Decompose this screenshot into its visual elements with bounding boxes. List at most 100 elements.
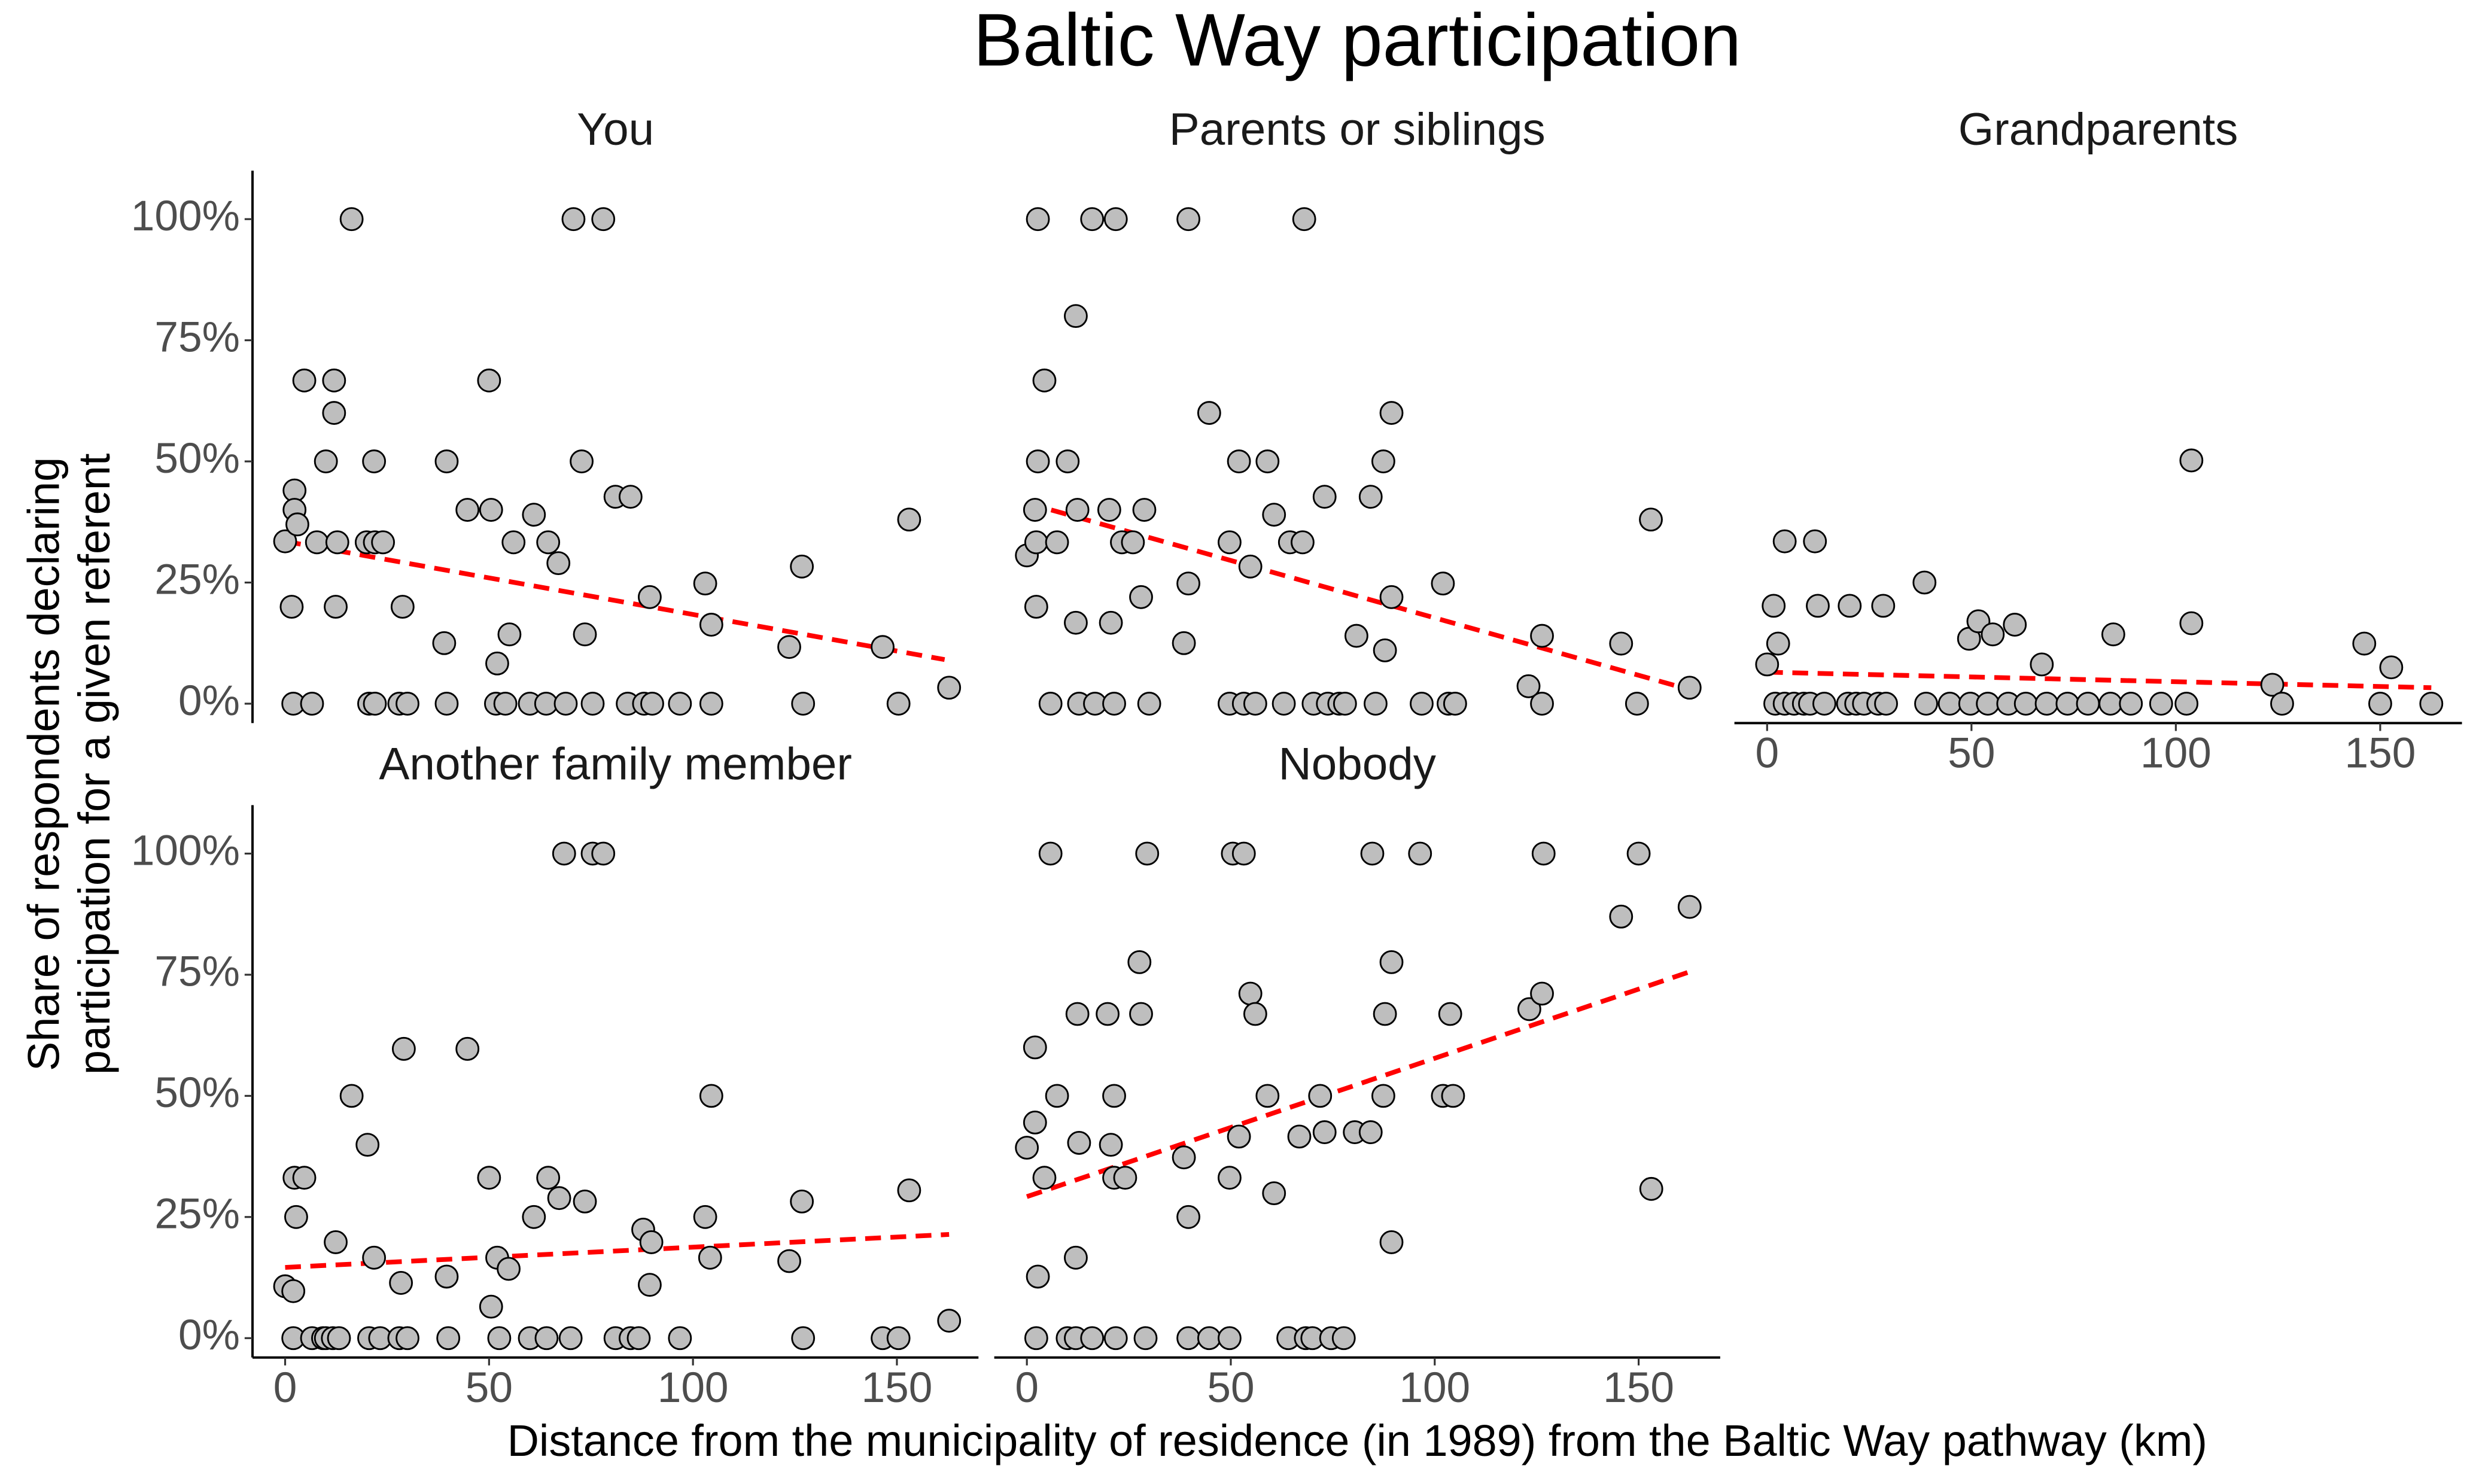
point xyxy=(637,585,662,609)
y-tick-label: 50% xyxy=(154,1069,240,1117)
point xyxy=(363,692,387,716)
point xyxy=(777,635,801,659)
y-axis-label: Share of respondents declaring xyxy=(19,457,69,1071)
point xyxy=(1102,1084,1126,1108)
point xyxy=(1312,1120,1337,1145)
point xyxy=(1132,498,1157,522)
point xyxy=(791,1326,816,1351)
point xyxy=(1312,485,1337,509)
point xyxy=(1172,1145,1196,1170)
point xyxy=(1102,692,1126,716)
point xyxy=(1626,841,1651,866)
point xyxy=(626,1326,651,1351)
point xyxy=(668,1326,692,1351)
point xyxy=(1272,692,1296,716)
point xyxy=(1080,1326,1105,1351)
point xyxy=(1379,1230,1404,1254)
point xyxy=(547,1186,571,1211)
point xyxy=(546,551,571,576)
point xyxy=(699,613,723,637)
point xyxy=(1099,1133,1123,1157)
point xyxy=(536,1166,561,1190)
point xyxy=(1176,571,1200,596)
point xyxy=(434,449,459,473)
point xyxy=(1255,1084,1280,1108)
trend-line xyxy=(1767,670,2432,691)
point xyxy=(273,529,297,554)
point xyxy=(591,841,616,866)
point xyxy=(1176,207,1200,232)
point xyxy=(1364,692,1388,716)
point xyxy=(1129,585,1153,609)
point xyxy=(698,1245,722,1270)
point xyxy=(2034,692,2059,716)
point xyxy=(1976,692,2000,716)
point xyxy=(1609,904,1634,929)
point xyxy=(497,622,522,647)
point xyxy=(1227,1124,1251,1149)
point xyxy=(2003,613,2027,637)
y-tick-label: 50% xyxy=(154,435,240,482)
y-tick-label: 75% xyxy=(154,948,240,996)
point xyxy=(1103,207,1128,232)
point xyxy=(1026,207,1050,232)
point xyxy=(371,530,396,555)
point xyxy=(391,1036,416,1061)
point xyxy=(2179,611,2204,635)
point xyxy=(1024,595,1048,619)
point xyxy=(455,498,480,522)
point xyxy=(355,1133,380,1157)
point xyxy=(324,595,348,619)
point xyxy=(1262,1181,1286,1206)
point xyxy=(1262,503,1286,527)
point xyxy=(1371,449,1395,473)
point xyxy=(2076,692,2100,716)
point xyxy=(1255,449,1280,473)
point xyxy=(580,692,605,716)
point xyxy=(327,1326,351,1351)
point xyxy=(1441,1084,1465,1108)
point xyxy=(790,554,814,579)
point xyxy=(573,622,597,647)
point xyxy=(558,1326,583,1351)
point xyxy=(1055,449,1080,473)
x-tick-label: 100 xyxy=(2140,730,2212,777)
point xyxy=(1038,692,1063,716)
point xyxy=(390,595,415,619)
x-tick-label: 50 xyxy=(466,1364,513,1412)
trend-line xyxy=(1026,969,1691,1199)
point xyxy=(362,449,387,473)
point xyxy=(1097,498,1121,522)
point xyxy=(285,512,309,537)
point xyxy=(1080,207,1105,232)
point xyxy=(1243,1002,1267,1026)
point xyxy=(389,1271,413,1295)
point xyxy=(1914,692,1938,716)
point xyxy=(699,692,723,716)
point xyxy=(791,692,816,716)
y-tick-label: 100% xyxy=(131,193,240,240)
point xyxy=(1024,1326,1048,1351)
point xyxy=(487,1326,512,1351)
point xyxy=(436,1326,461,1351)
point xyxy=(1064,304,1088,329)
point xyxy=(1218,530,1242,555)
point xyxy=(1358,485,1383,509)
point xyxy=(1838,594,1862,618)
y-tick-label: 0% xyxy=(178,1312,240,1359)
point xyxy=(2174,692,2199,716)
point xyxy=(937,676,962,700)
point xyxy=(1639,1176,1663,1201)
point xyxy=(1127,950,1152,974)
point xyxy=(639,1230,664,1254)
point xyxy=(591,207,616,232)
point xyxy=(693,1205,717,1229)
point xyxy=(292,368,317,393)
point xyxy=(570,449,594,473)
point xyxy=(1443,692,1467,716)
point xyxy=(455,1036,480,1061)
point xyxy=(1373,638,1397,662)
point xyxy=(322,368,346,393)
